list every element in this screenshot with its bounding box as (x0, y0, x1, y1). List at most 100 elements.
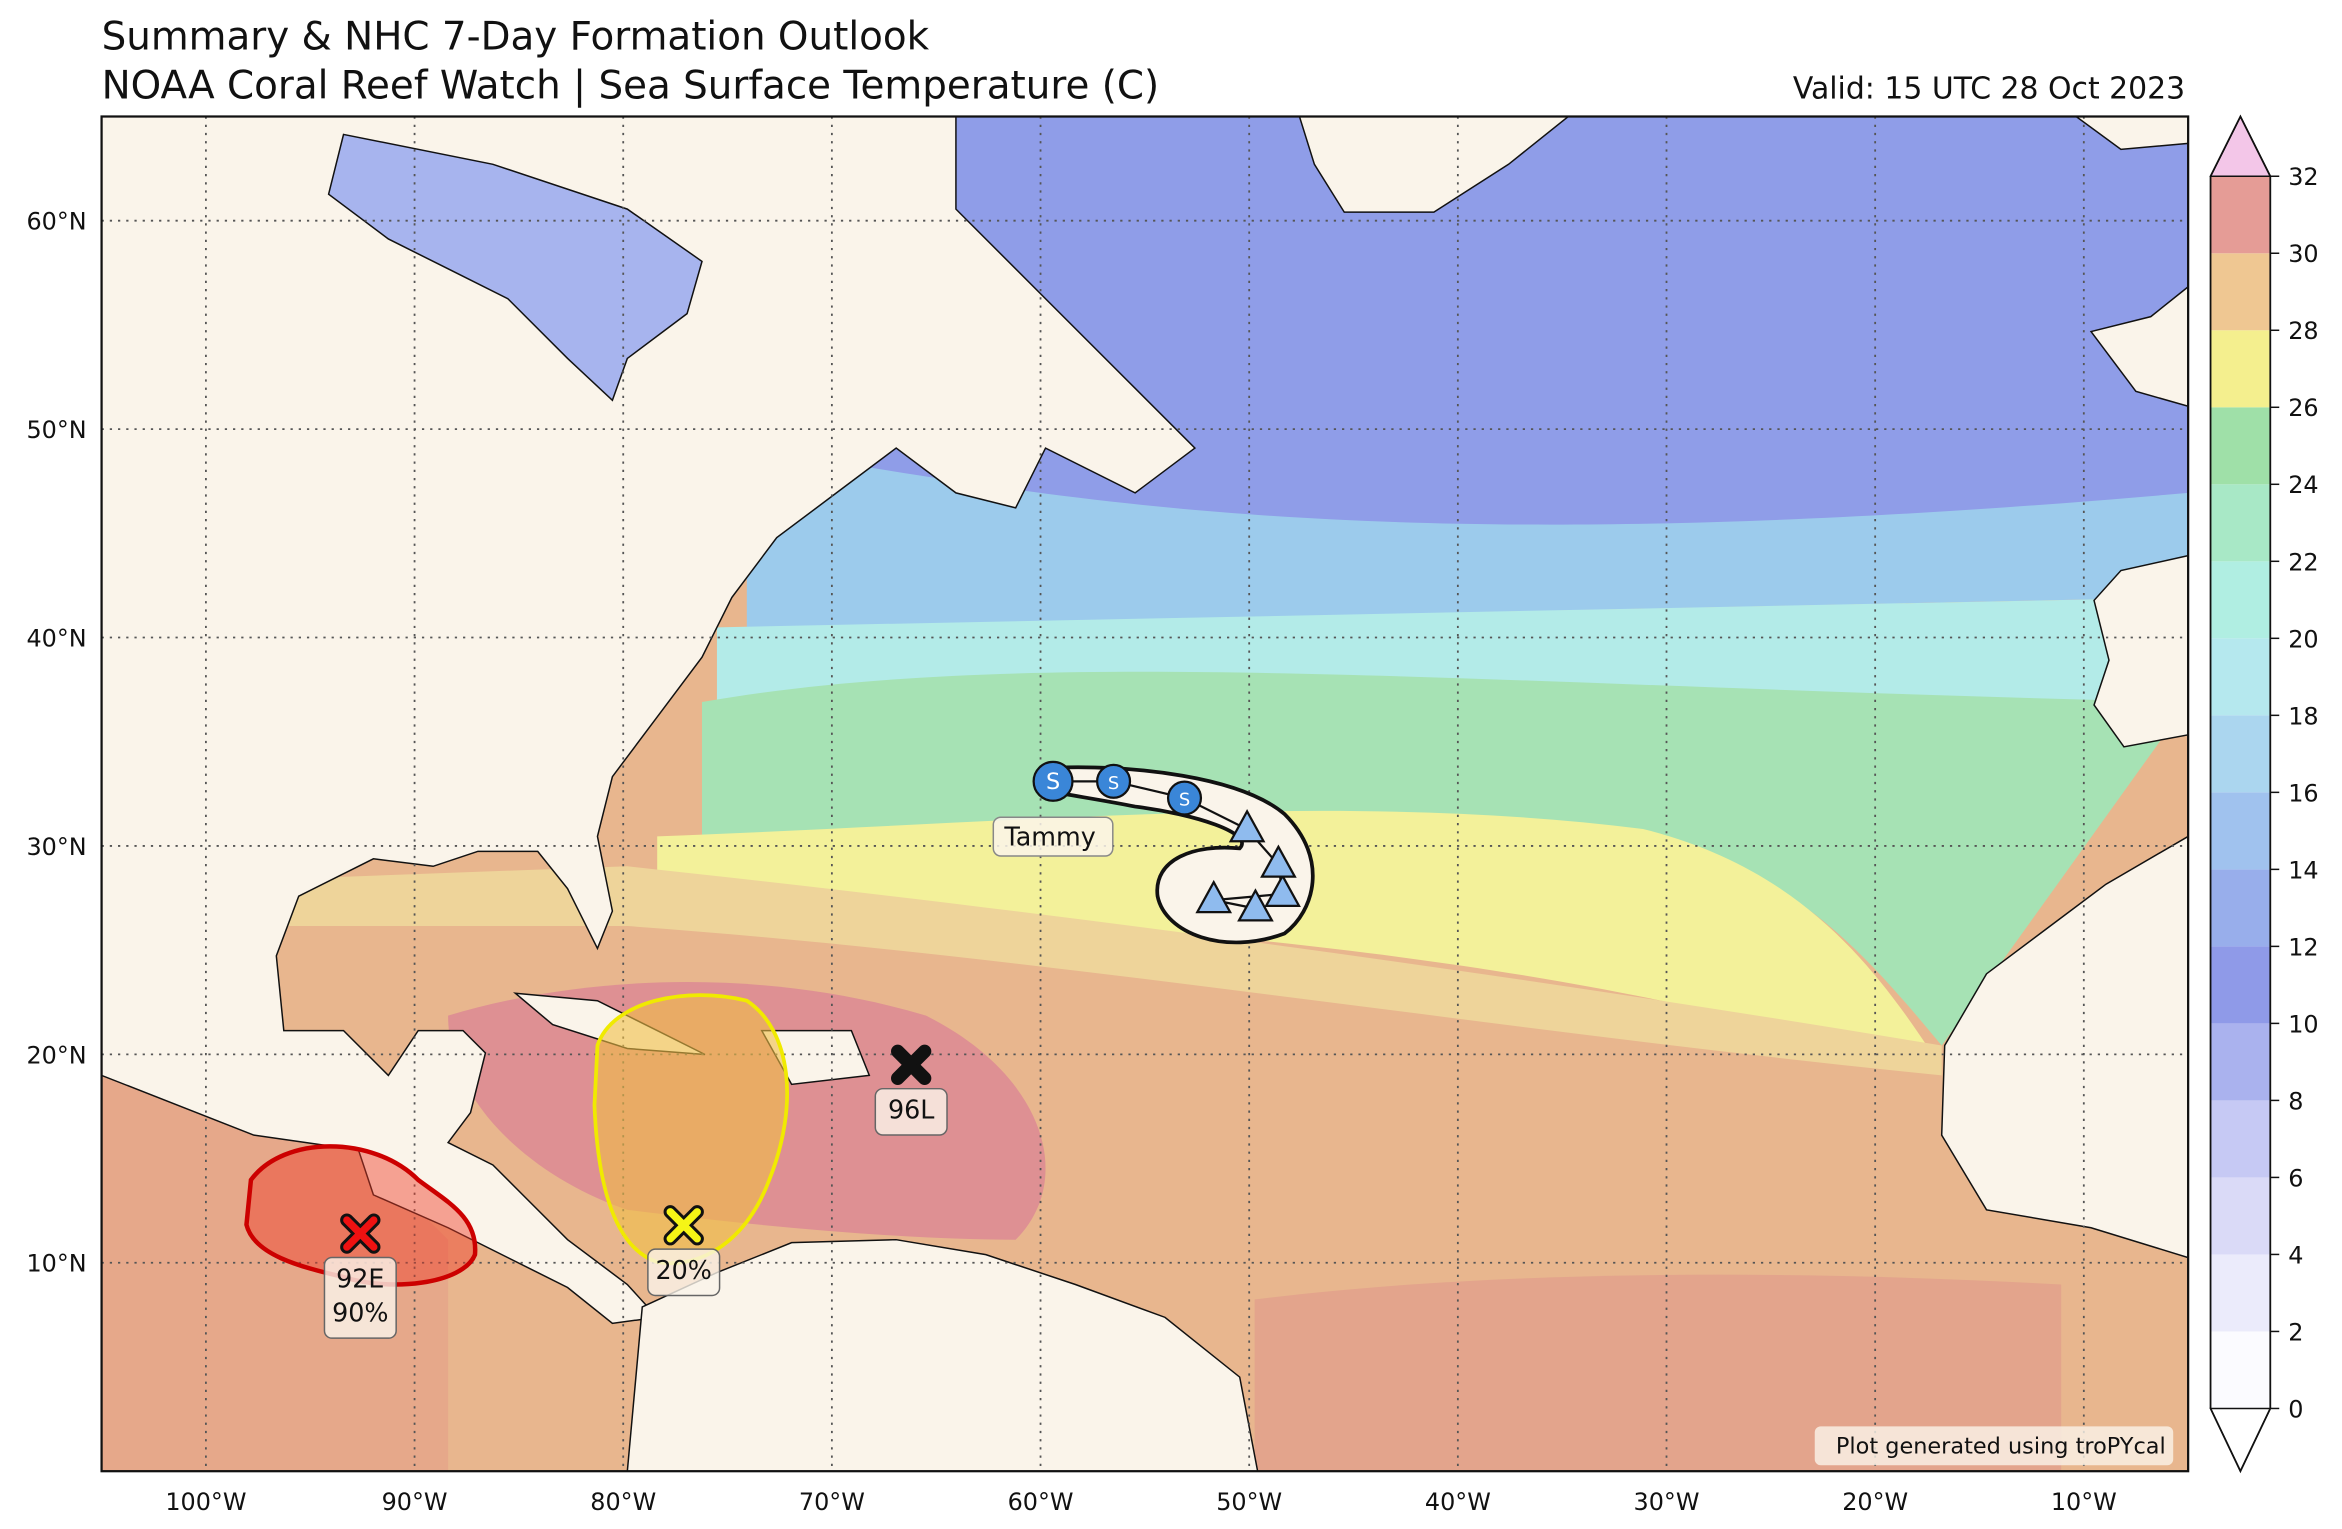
title: Summary & NHC 7-Day Formation Outlook (102, 14, 930, 59)
colorbar-swatch (2210, 638, 2271, 716)
colorbar-swatch (2210, 869, 2271, 947)
storm-point (1264, 873, 1301, 907)
colorbar-swatch (2210, 176, 2271, 254)
lon-tick-label: 10°W (2051, 1488, 2117, 1516)
colorbar-tick-label: 26 (2288, 394, 2318, 422)
iberia (2093, 554, 2189, 748)
colorbar-tick-label: 16 (2288, 779, 2318, 807)
south-america (626, 1238, 1259, 1472)
colorbar-over (2209, 114, 2272, 177)
africa (1940, 835, 2189, 1259)
invest-label: 92E (336, 1263, 384, 1293)
formation-area (244, 1144, 478, 1287)
lon-tick-label: 90°W (382, 1488, 448, 1516)
colorbar-swatch (2210, 561, 2271, 639)
colorbar-tick-label: 12 (2288, 933, 2318, 961)
lat-tick-label: 10°N (26, 1250, 86, 1278)
map-frame (100, 115, 2190, 1473)
colorbar-tick-label: 30 (2288, 240, 2318, 268)
invest-label: 96L (888, 1095, 934, 1125)
colorbar-tick-label: 32 (2288, 163, 2318, 191)
sst-band (1254, 1274, 2062, 1472)
colorbar-tick-label: 28 (2288, 317, 2318, 345)
lat-tick-label: 50°N (26, 416, 86, 444)
lat-tick-label: 60°N (26, 208, 86, 236)
lat-tick-label: 30°N (26, 833, 86, 861)
colorbar-swatch (2210, 253, 2271, 331)
colorbar-swatch (2210, 330, 2271, 408)
colorbar-swatch (2210, 484, 2271, 562)
lon-tick-label: 30°W (1634, 1488, 1700, 1516)
storm-point (1032, 760, 1074, 802)
lat-tick-label: 20°N (26, 1041, 86, 1069)
storm-point (1195, 879, 1233, 914)
map: S S S Tammy 96L 92E 90% 20% Plot generated usin… (101, 116, 2189, 1472)
colorbar-swatch (2210, 407, 2271, 485)
sst-band (101, 1075, 449, 1472)
axes: 100°W 90°W 80°W 70°W 60°W 50°W 40°W 30°W 20°W 10°… (26, 208, 2116, 1516)
lon-tick-label: 50°W (1216, 1488, 1282, 1516)
invest-marker (893, 1047, 929, 1082)
credit-box (1814, 1426, 2174, 1466)
lon-tick-label: 40°W (1425, 1488, 1491, 1516)
colorbar-tick-label: 20 (2288, 625, 2318, 653)
invest-label-box (874, 1087, 948, 1136)
colorbar-swatch (2210, 1331, 2271, 1409)
colorbar-swatch (2210, 1100, 2271, 1178)
storm-point (1237, 888, 1274, 922)
sst-band (746, 448, 2189, 628)
storm-label-box (992, 816, 1114, 857)
storm-point (1260, 844, 1297, 878)
colorbar-under (2209, 1407, 2272, 1473)
storm-point (1166, 780, 1203, 816)
invest-marker (666, 1208, 701, 1243)
british-isles (2089, 285, 2189, 408)
lon-tick-label: 20°W (1842, 1488, 1908, 1516)
storm-label: Tammy (1003, 822, 1095, 852)
lon-tick-label: 80°W (590, 1488, 656, 1516)
colorbar-tick-label: 18 (2288, 702, 2318, 730)
lon-tick-label: 100°W (165, 1488, 246, 1516)
colorbar-swatch (2210, 1254, 2271, 1332)
storm-point (1096, 763, 1132, 799)
overlay: S S S Tammy 96L 92E 90% 20% (323, 760, 1301, 1339)
sst-band (224, 866, 1942, 1076)
colorbar-tick-label: 0 (2288, 1395, 2303, 1423)
colorbar-swatch (2210, 1177, 2271, 1255)
storm-symbol: S (1046, 769, 1060, 795)
invest-label: 90% (332, 1298, 388, 1328)
colorbar-tick-label: 24 (2288, 471, 2318, 499)
greenland (1298, 116, 1570, 213)
lon-tick-label: 70°W (799, 1488, 865, 1516)
colorbar-swatch (2210, 792, 2271, 870)
subtitle: NOAA Coral Reef Watch | Sea Surface Temp… (102, 64, 1160, 109)
colorbar-swatch (2210, 1023, 2271, 1101)
colorbar-tick-label: 6 (2288, 1164, 2303, 1192)
storm-symbol: S (1179, 789, 1190, 810)
colorbar-tick-label: 22 (2288, 548, 2318, 576)
colorbar-tick-label: 8 (2288, 1087, 2303, 1115)
colorbar-swatch (2210, 946, 2271, 1024)
credit: Plot generated using troPYcal (1836, 1433, 2166, 1459)
colorbar-swatch (2210, 715, 2271, 793)
invest-label-box (647, 1248, 721, 1297)
storm-point (1228, 809, 1266, 843)
sst-band (702, 671, 2189, 1046)
hudson-bay (327, 133, 703, 402)
lon-tick-label: 60°W (1008, 1488, 1074, 1516)
colorbar-tick-label: 4 (2288, 1241, 2303, 1269)
grid (101, 116, 2189, 1472)
invest-label: 20% (656, 1255, 712, 1285)
colorbar-tick-label: 14 (2288, 856, 2318, 884)
colorbar-tick-label: 10 (2288, 1010, 2318, 1038)
formation-area (592, 993, 790, 1266)
colorbar-tick-label: 2 (2288, 1318, 2303, 1346)
iceland (2074, 116, 2189, 151)
valid-time: Valid: 15 UTC 28 Oct 2023 (1793, 72, 2185, 107)
north-america (101, 116, 1197, 1325)
invest-label-box (323, 1256, 397, 1339)
lat-tick-label: 40°N (26, 624, 86, 652)
invest-marker (343, 1216, 378, 1251)
